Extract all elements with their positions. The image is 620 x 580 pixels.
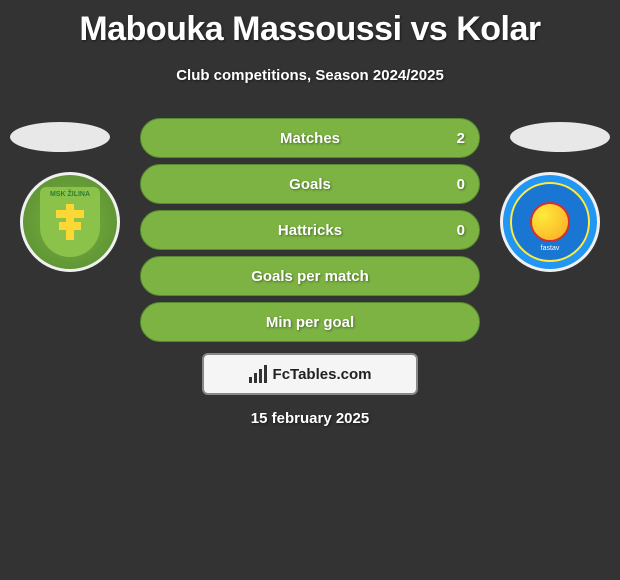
stat-label: Matches <box>280 130 340 147</box>
stat-label: Hattricks <box>278 222 342 239</box>
stat-row-min-per-goal: Min per goal <box>140 302 480 342</box>
stat-label: Goals per match <box>251 268 369 285</box>
zilina-shield-icon: MSK ŽILINA <box>40 187 100 257</box>
stat-row-goals-per-match: Goals per match <box>140 256 480 296</box>
stat-bar: Min per goal <box>140 302 480 342</box>
page-title: Mabouka Massoussi vs Kolar <box>0 0 620 49</box>
zilina-cross-icon <box>66 204 74 240</box>
zlin-ball-icon <box>530 202 570 242</box>
player-avatar-right <box>510 122 610 152</box>
stat-row-hattricks: Hattricks 0 <box>140 210 480 250</box>
stat-label: Goals <box>289 176 331 193</box>
watermark: FcTables.com <box>202 353 418 395</box>
stat-bar: Goals per match <box>140 256 480 296</box>
stat-bar: Matches 2 <box>140 118 480 158</box>
zilina-text: MSK ŽILINA <box>50 191 90 198</box>
club-logo-left: MSK ŽILINA <box>20 172 120 272</box>
stat-label: Min per goal <box>266 314 354 331</box>
subtitle: Club competitions, Season 2024/2025 <box>0 67 620 84</box>
chart-icon <box>249 365 269 383</box>
zlin-ribbon: fastav <box>537 245 564 252</box>
stat-bar: Hattricks 0 <box>140 210 480 250</box>
stat-value-right: 0 <box>457 176 465 193</box>
stat-value-right: 0 <box>457 222 465 239</box>
date-text: 15 february 2025 <box>251 410 369 427</box>
stat-row-matches: Matches 2 <box>140 118 480 158</box>
stat-value-right: 2 <box>457 130 465 147</box>
club-logo-right: fastav <box>500 172 600 272</box>
zlin-inner-icon: fastav <box>510 182 590 262</box>
stats-container: Matches 2 Goals 0 Hattricks 0 Goals per … <box>140 118 480 348</box>
watermark-text: FcTables.com <box>273 366 372 383</box>
player-avatar-left <box>10 122 110 152</box>
stat-row-goals: Goals 0 <box>140 164 480 204</box>
stat-bar: Goals 0 <box>140 164 480 204</box>
